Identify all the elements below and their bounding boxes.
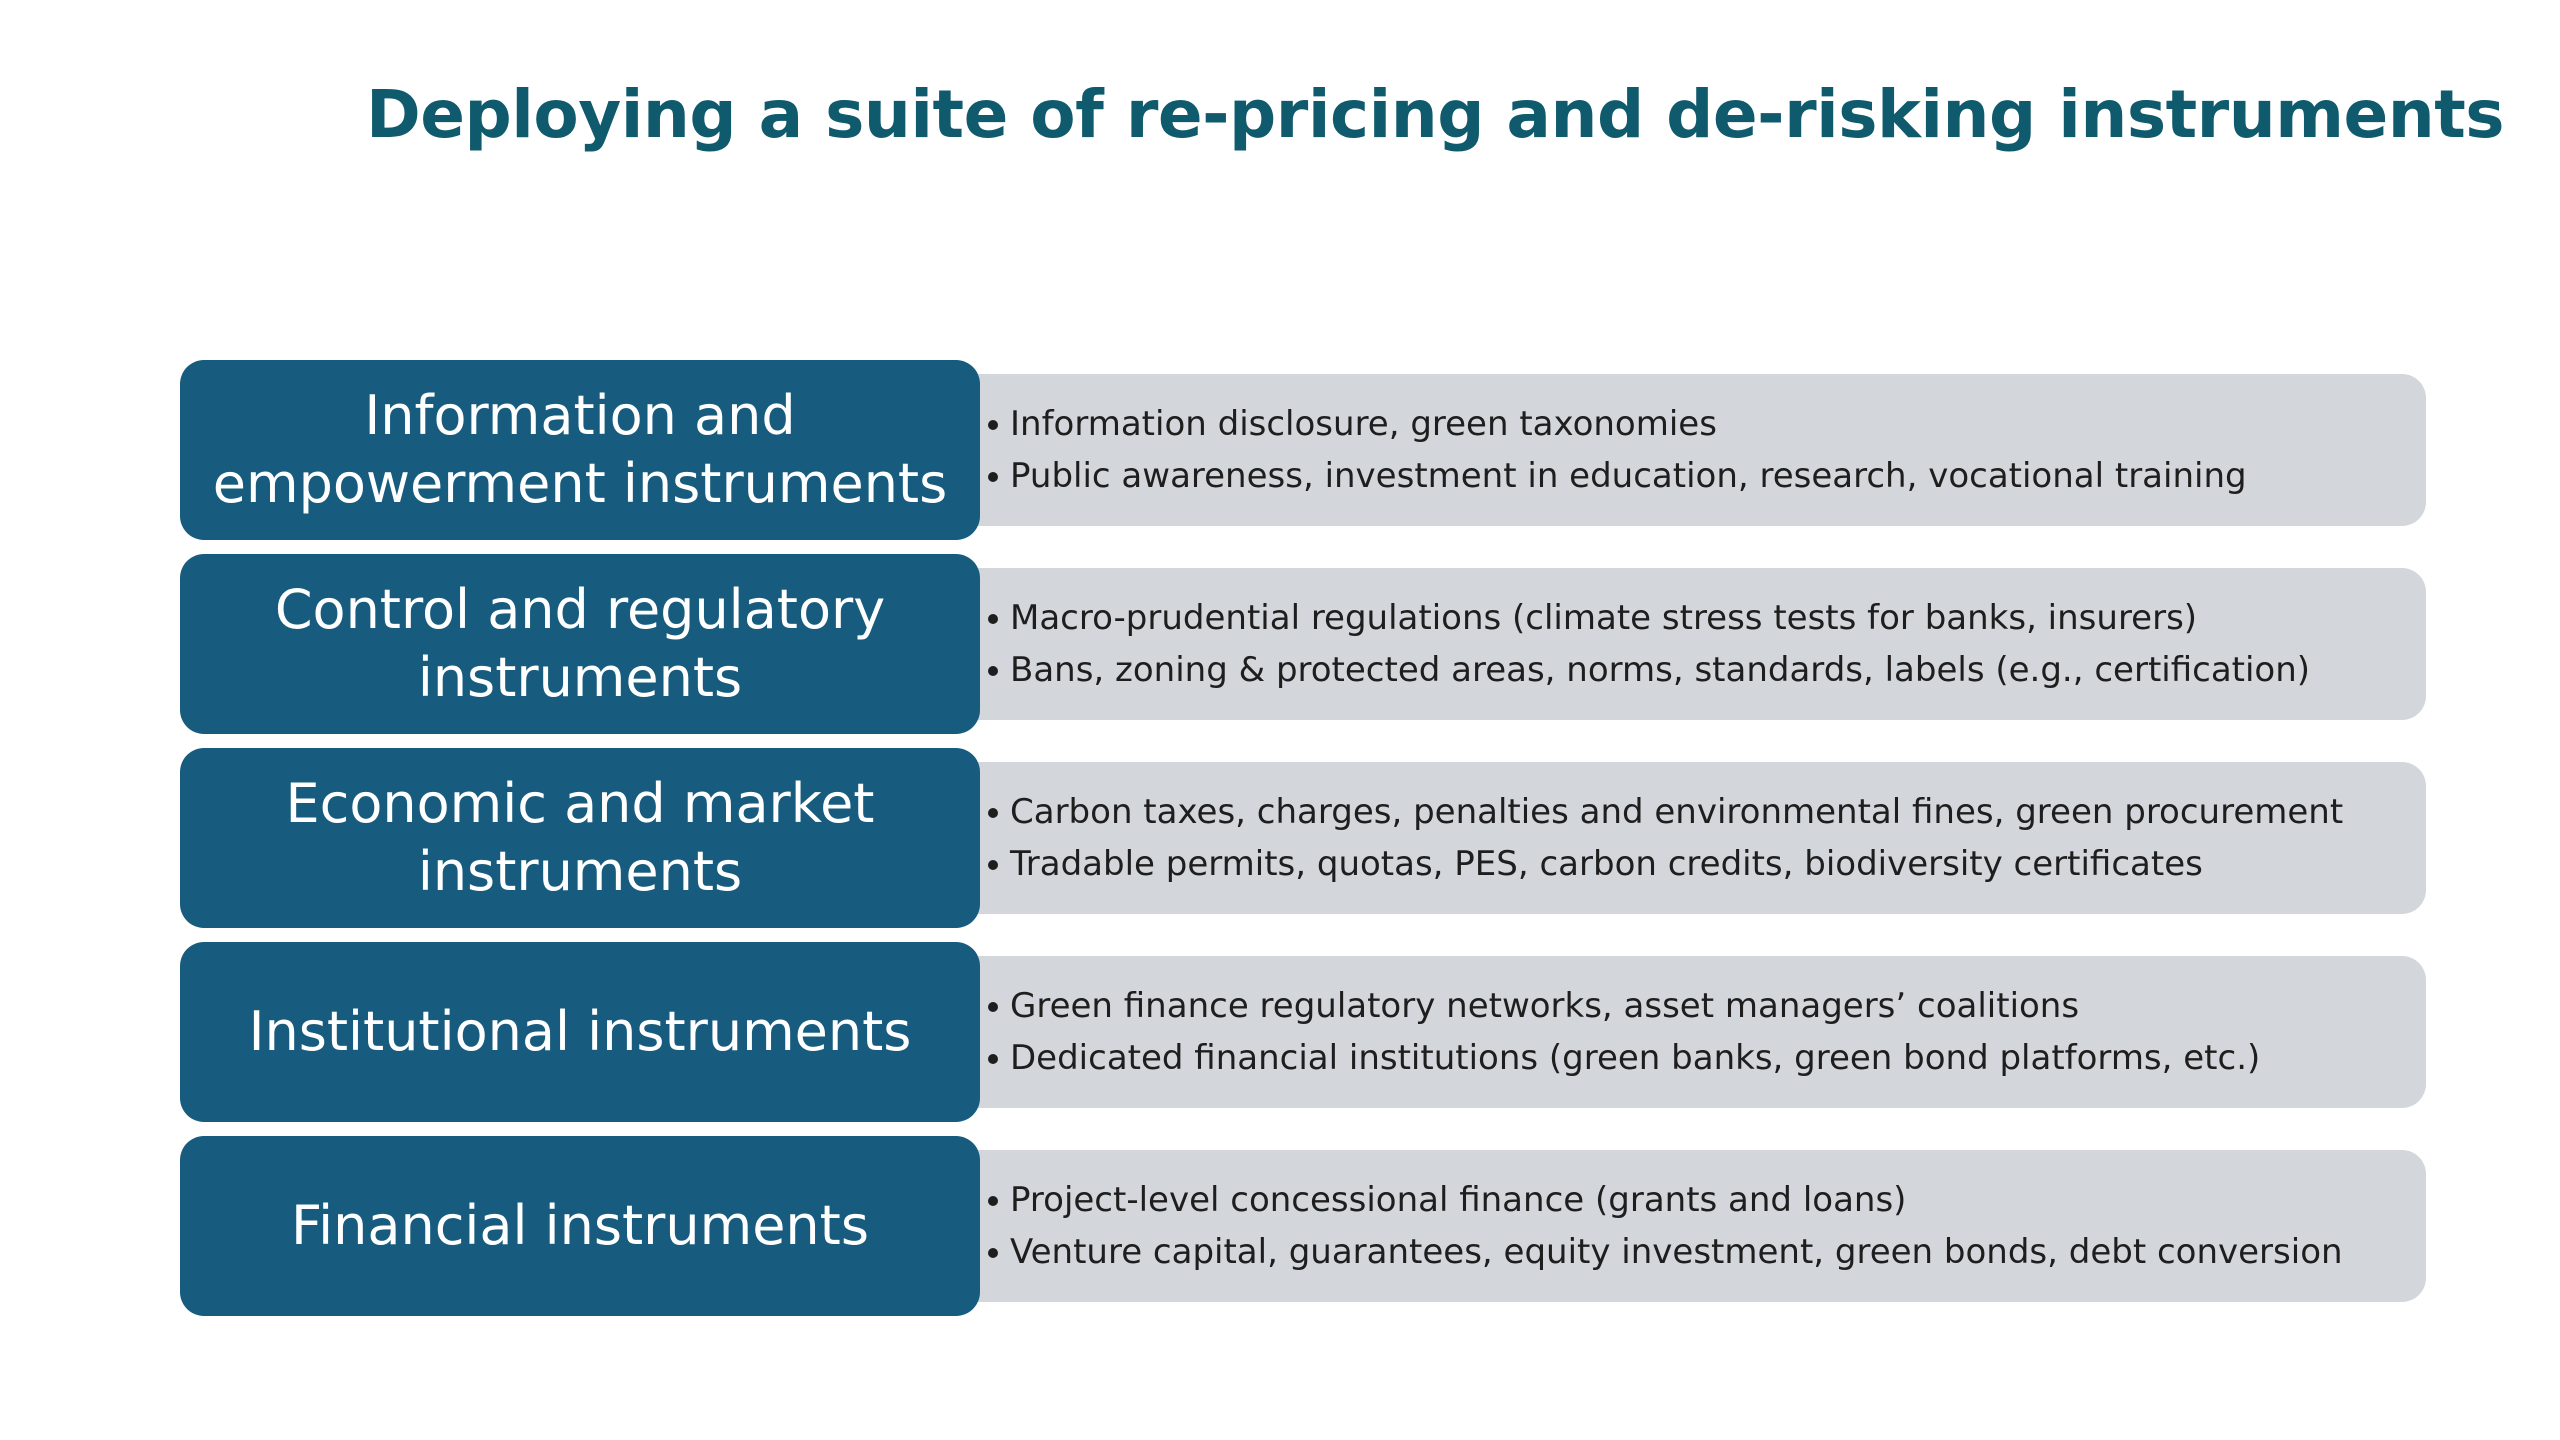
bullet-item: Tradable permits, quotas, PES, carbon cr… <box>988 838 2426 890</box>
bullet-item: Information disclosure, green taxonomies <box>988 398 2426 450</box>
category-box: Economic and market instruments <box>180 748 980 928</box>
category-label: Financial instruments <box>291 1194 869 1257</box>
description-box: Macro-prudential regulations (climate st… <box>940 568 2426 720</box>
instrument-row-control: Macro-prudential regulations (climate st… <box>180 554 2426 734</box>
bullet-item: Venture capital, guarantees, equity inve… <box>988 1226 2426 1278</box>
description-box: Green finance regulatory networks, asset… <box>940 956 2426 1108</box>
category-box: Financial instruments <box>180 1136 980 1316</box>
bullet-item: Public awareness, investment in educatio… <box>988 450 2426 502</box>
category-label: Economic and market instruments <box>285 772 875 903</box>
description-box: Project-level concessional finance (gran… <box>940 1150 2426 1302</box>
bullet-item: Carbon taxes, charges, penalties and env… <box>988 786 2426 838</box>
description-box: Carbon taxes, charges, penalties and env… <box>940 762 2426 914</box>
bullet-item: Green finance regulatory networks, asset… <box>988 980 2426 1032</box>
instrument-table: Information disclosure, green taxonomies… <box>180 360 2426 1316</box>
bullet-item: Bans, zoning & protected areas, norms, s… <box>988 644 2426 696</box>
category-label: Control and regulatory instruments <box>274 578 886 709</box>
bullet-item: Dedicated financial institutions (green … <box>988 1032 2426 1084</box>
instrument-row-institutional: Green finance regulatory networks, asset… <box>180 942 2426 1122</box>
category-label: Information and empowerment instruments <box>212 384 948 515</box>
category-box: Institutional instruments <box>180 942 980 1122</box>
category-box: Information and empowerment instruments <box>180 360 980 540</box>
category-label: Institutional instruments <box>248 1000 912 1063</box>
category-box: Control and regulatory instruments <box>180 554 980 734</box>
bullet-item: Project-level concessional finance (gran… <box>988 1174 2426 1226</box>
slide-title: Deploying a suite of re-pricing and de-r… <box>366 76 2505 153</box>
instrument-row-economic: Carbon taxes, charges, penalties and env… <box>180 748 2426 928</box>
bullet-item: Macro-prudential regulations (climate st… <box>988 592 2426 644</box>
instrument-row-financial: Project-level concessional finance (gran… <box>180 1136 2426 1316</box>
instrument-row-information: Information disclosure, green taxonomies… <box>180 360 2426 540</box>
description-box: Information disclosure, green taxonomies… <box>940 374 2426 526</box>
